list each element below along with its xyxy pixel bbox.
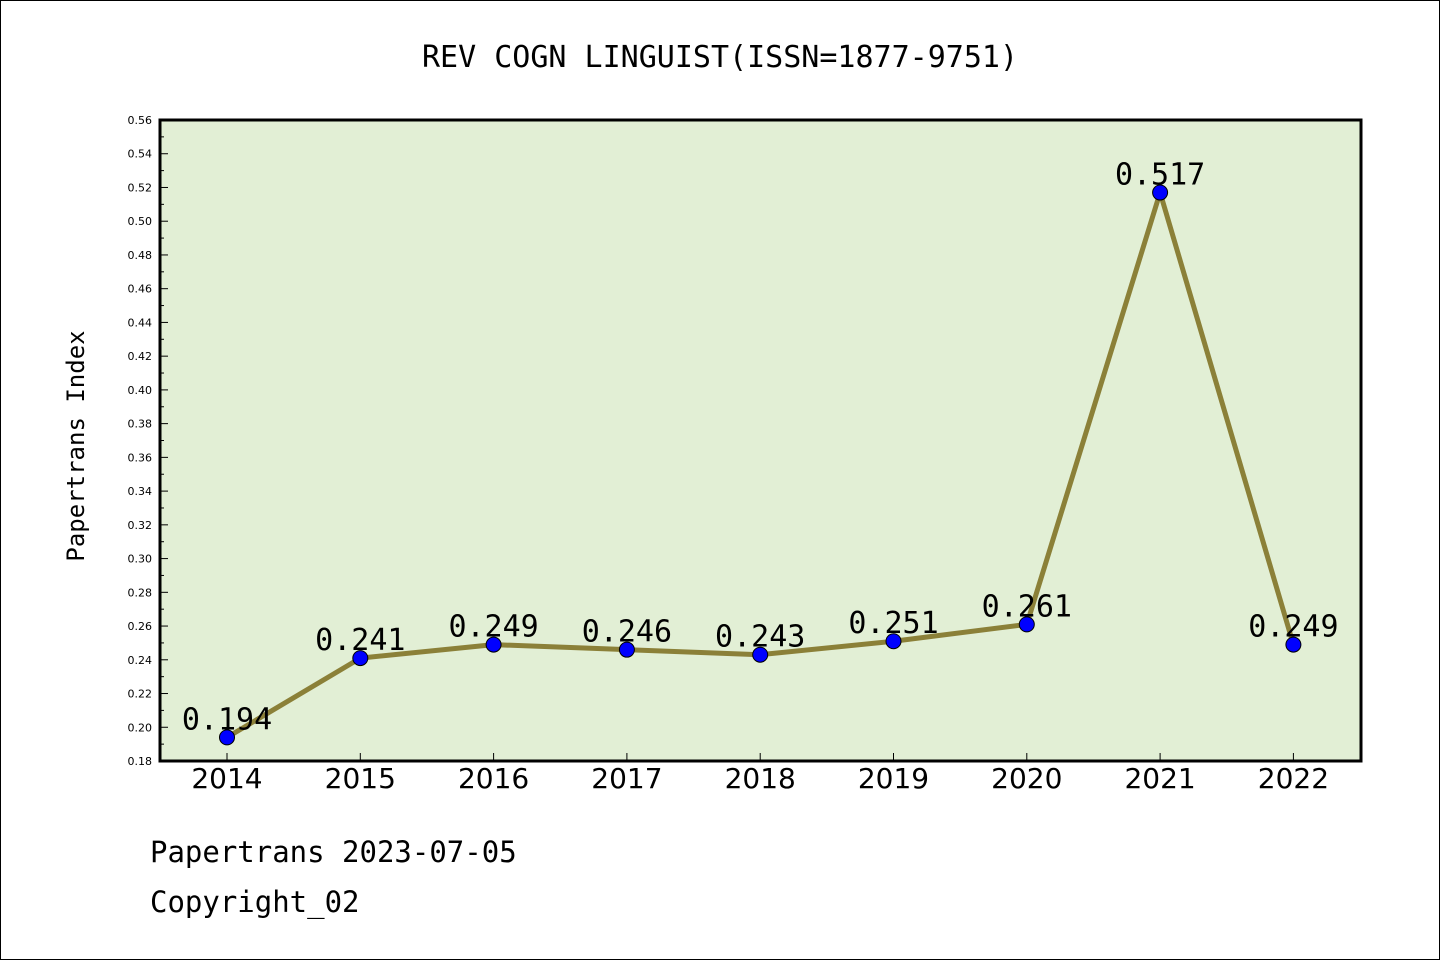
data-series xyxy=(219,184,1302,746)
y-tick-label: 0.54 xyxy=(128,148,153,161)
y-tick-label: 0.42 xyxy=(128,350,153,363)
y-tick-label: 0.46 xyxy=(128,283,153,296)
data-labels: 0.194 0.241 0.249 0.246 0.243 0.251 0.261 0.517… xyxy=(182,158,1339,738)
footer-copyright: Copyright_02 xyxy=(150,885,360,919)
plot-area xyxy=(158,118,1363,763)
x-tick-label: 2019 xyxy=(858,762,929,795)
y-tick-label: 0.28 xyxy=(128,586,153,599)
y-tick-label: 0.32 xyxy=(128,519,153,532)
data-point-2021 xyxy=(1152,184,1169,201)
x-tick-label: 2018 xyxy=(725,762,796,795)
data-label-2015: 0.241 xyxy=(315,623,405,658)
y-tick-label: 0.34 xyxy=(128,485,153,498)
data-point-2022 xyxy=(1285,636,1302,653)
chart-title: REV COGN LINGUIST(ISSN=1877-9751) xyxy=(422,40,1018,75)
x-tick-label: 2020 xyxy=(991,762,1062,795)
y-tick-label: 0.56 xyxy=(128,114,153,127)
data-label-2017: 0.246 xyxy=(582,615,672,650)
y-tick-label: 0.20 xyxy=(128,721,153,734)
data-label-2016: 0.249 xyxy=(448,610,538,645)
y-axis-label: Papertrans Index xyxy=(62,330,90,561)
data-point-2016 xyxy=(485,636,502,653)
data-point-2015 xyxy=(352,650,369,667)
x-tick-label: 2016 xyxy=(458,762,529,795)
data-point-2014 xyxy=(219,729,235,746)
y-tick-label: 0.24 xyxy=(128,654,153,667)
x-tick-label: 2022 xyxy=(1258,762,1329,795)
data-label-2018: 0.243 xyxy=(715,620,805,655)
data-label-2014: 0.194 xyxy=(182,702,272,737)
y-tick-label: 0.18 xyxy=(128,755,153,768)
y-tick-label: 0.36 xyxy=(128,451,153,464)
y-tick-label: 0.38 xyxy=(128,418,153,431)
y-tick-label: 0.52 xyxy=(128,181,153,194)
data-label-2022: 0.249 xyxy=(1248,610,1338,645)
data-label-2021: 0.517 xyxy=(1115,158,1205,193)
y-tick-label: 0.40 xyxy=(128,384,153,397)
y-tick-label: 0.48 xyxy=(128,249,153,262)
x-tick-label: 2015 xyxy=(325,762,396,795)
y-tick-label: 0.50 xyxy=(128,215,153,228)
data-point-2020 xyxy=(1018,616,1035,633)
y-tick-label: 0.30 xyxy=(128,553,153,566)
footer-date: Papertrans 2023-07-05 xyxy=(150,835,517,869)
y-tick-label: 0.44 xyxy=(128,316,153,329)
data-point-2019 xyxy=(885,633,902,650)
data-label-2020: 0.261 xyxy=(982,589,1072,624)
y-tick-label: 0.22 xyxy=(128,688,153,701)
x-tick-label: 2021 xyxy=(1124,762,1195,795)
y-tick-label: 0.26 xyxy=(128,620,153,633)
x-tick-label: 2017 xyxy=(591,762,662,795)
y-axis: 0.18 0.20 0.22 0.24 0.26 0.28 0.30 0.32 0.34 0.36… xyxy=(128,114,168,768)
data-point-2018 xyxy=(752,646,769,663)
x-axis: 2014 2015 2016 2017 2018 2019 2020 2021 2022 xyxy=(191,753,1329,795)
data-point-2017 xyxy=(618,641,635,658)
data-label-2019: 0.251 xyxy=(848,606,938,641)
x-tick-label: 2014 xyxy=(191,762,262,795)
